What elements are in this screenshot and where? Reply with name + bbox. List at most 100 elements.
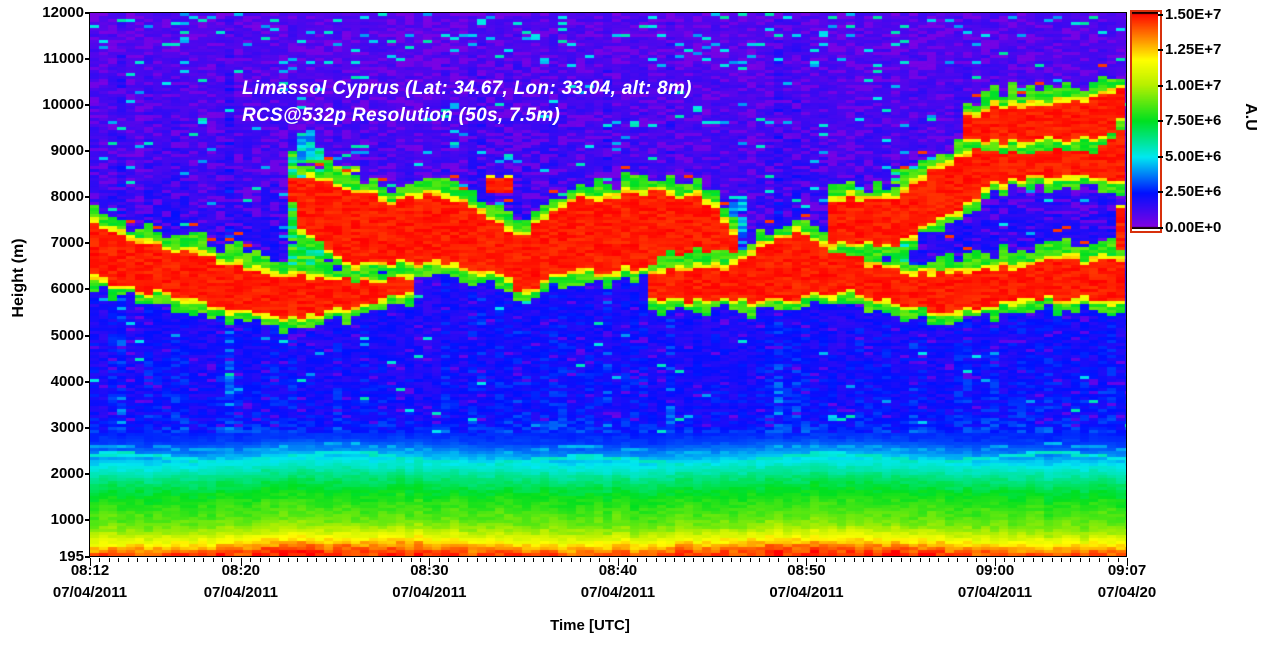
x-minor-tick bbox=[174, 558, 176, 562]
x-minor-tick bbox=[259, 558, 261, 562]
colorbar-unit-label: A.U bbox=[1242, 103, 1259, 131]
y-tick-label: 3000 bbox=[50, 418, 84, 436]
x-tick-date: 07/04/2011 bbox=[52, 584, 128, 601]
x-minor-tick bbox=[99, 558, 101, 562]
x-minor-tick bbox=[787, 558, 789, 562]
x-minor-tick bbox=[900, 558, 902, 562]
x-minor-tick bbox=[457, 558, 459, 562]
x-minor-tick bbox=[919, 558, 921, 562]
x-minor-tick bbox=[872, 558, 874, 562]
y-tick-label: 10000 bbox=[42, 96, 84, 114]
x-minor-tick bbox=[985, 558, 987, 562]
x-minor-tick bbox=[749, 558, 751, 562]
x-minor-tick bbox=[344, 558, 346, 562]
x-minor-tick bbox=[655, 558, 657, 562]
x-minor-tick bbox=[1079, 558, 1081, 562]
y-tick-mark bbox=[85, 150, 90, 153]
y-tick-mark bbox=[85, 556, 90, 558]
x-minor-tick bbox=[825, 558, 827, 562]
heatmap-canvas bbox=[90, 13, 1127, 557]
x-minor-tick bbox=[231, 558, 233, 562]
x-minor-tick bbox=[221, 558, 223, 562]
x-major-tick bbox=[1127, 558, 1128, 566]
x-minor-tick bbox=[391, 558, 393, 562]
x-minor-tick bbox=[1098, 558, 1100, 562]
x-minor-tick bbox=[976, 558, 978, 562]
colorbar-tick-mark bbox=[1158, 226, 1163, 229]
y-tick-mark bbox=[85, 242, 90, 245]
x-minor-tick bbox=[627, 558, 629, 562]
x-minor-tick bbox=[731, 558, 733, 562]
x-minor-tick bbox=[910, 558, 912, 562]
x-minor-tick bbox=[108, 558, 110, 562]
x-axis-title: Time [UTC] bbox=[550, 617, 630, 634]
x-minor-tick bbox=[712, 558, 714, 562]
y-tick-label: 6000 bbox=[50, 280, 84, 298]
x-minor-tick bbox=[1051, 558, 1053, 562]
y-tick-label: 4000 bbox=[50, 372, 84, 390]
x-minor-tick bbox=[966, 558, 968, 562]
y-tick-label: 12000 bbox=[42, 4, 84, 21]
colorbar-tick-label: 1.50E+7 bbox=[1165, 5, 1222, 23]
x-minor-tick bbox=[891, 558, 893, 562]
x-minor-tick bbox=[363, 558, 365, 562]
x-minor-tick bbox=[137, 558, 139, 562]
x-minor-tick bbox=[1004, 558, 1006, 562]
x-minor-tick bbox=[533, 558, 535, 562]
y-tick-mark bbox=[85, 288, 90, 291]
y-tick-label: 2000 bbox=[50, 464, 84, 482]
y-tick-mark bbox=[85, 196, 90, 199]
x-minor-tick bbox=[118, 558, 120, 562]
colorbar-tick-mark bbox=[1158, 191, 1163, 193]
x-tick-time: 09:00 bbox=[975, 562, 1015, 579]
x-minor-tick bbox=[844, 558, 846, 562]
x-minor-tick bbox=[768, 558, 770, 562]
colorbar-tick-mark bbox=[1158, 49, 1163, 51]
x-minor-tick bbox=[947, 558, 949, 562]
x-minor-tick bbox=[957, 558, 959, 562]
x-minor-tick bbox=[448, 558, 450, 562]
x-minor-tick bbox=[1013, 558, 1015, 562]
x-tick-date: 07/04/2011 bbox=[580, 584, 656, 601]
x-minor-tick bbox=[561, 558, 563, 562]
x-minor-tick bbox=[419, 558, 421, 562]
y-tick-label: 9000 bbox=[50, 142, 84, 160]
x-minor-tick bbox=[759, 558, 761, 562]
x-tick-time: 08:50 bbox=[787, 562, 826, 579]
x-tick-time: 08:40 bbox=[598, 562, 638, 579]
x-minor-tick bbox=[683, 558, 685, 562]
x-tick-time: 09:07 bbox=[1107, 562, 1147, 579]
y-axis-title: Height (m) bbox=[10, 238, 27, 318]
x-minor-tick bbox=[834, 558, 836, 562]
x-major-tick bbox=[429, 558, 431, 566]
y-tick-mark bbox=[85, 334, 90, 337]
x-minor-tick bbox=[797, 558, 799, 562]
y-tick-mark bbox=[85, 426, 90, 429]
x-major-tick bbox=[617, 558, 619, 566]
x-minor-tick bbox=[929, 558, 931, 562]
y-tick-mark bbox=[85, 472, 90, 475]
x-tick-date: 07/04/2011 bbox=[392, 584, 467, 601]
y-tick-mark bbox=[85, 104, 90, 107]
x-minor-tick bbox=[382, 558, 384, 562]
x-tick-time: 08:30 bbox=[410, 562, 449, 579]
x-minor-tick bbox=[1023, 558, 1025, 562]
x-minor-tick bbox=[665, 558, 667, 562]
x-minor-tick bbox=[438, 558, 440, 562]
colorbar-tick-label: 1.00E+7 bbox=[1165, 76, 1222, 94]
x-minor-tick bbox=[721, 558, 723, 562]
x-minor-tick bbox=[278, 558, 280, 562]
x-minor-tick bbox=[1032, 558, 1034, 562]
y-tick-mark bbox=[85, 12, 90, 14]
x-minor-tick bbox=[1089, 558, 1091, 562]
x-minor-tick bbox=[467, 558, 469, 562]
x-minor-tick bbox=[127, 558, 129, 562]
x-minor-tick bbox=[184, 558, 186, 562]
x-minor-tick bbox=[306, 558, 308, 562]
x-minor-tick bbox=[646, 558, 648, 562]
x-tick-date: 07/04/2011 bbox=[957, 584, 1033, 601]
colorbar-tick-label: 7.50E+6 bbox=[1165, 112, 1222, 129]
y-tick-label: 5000 bbox=[50, 326, 84, 344]
x-minor-tick bbox=[542, 558, 544, 562]
